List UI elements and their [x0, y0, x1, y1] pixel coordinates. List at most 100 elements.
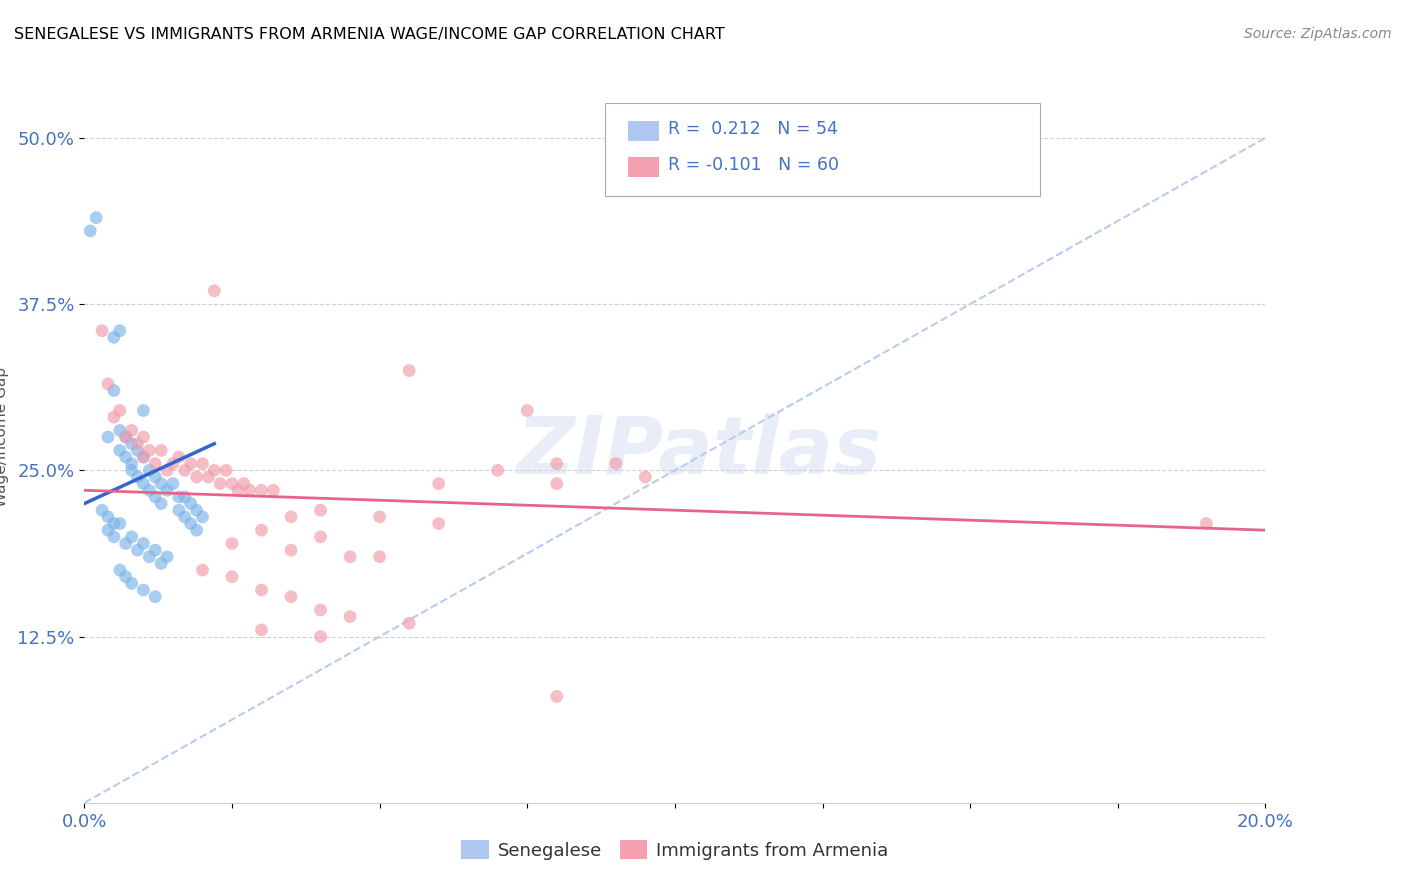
Point — [262, 483, 284, 498]
Point — [108, 516, 131, 531]
Point — [150, 557, 173, 571]
Point — [215, 463, 238, 477]
Point — [173, 463, 195, 477]
Point — [121, 530, 143, 544]
Point — [180, 457, 202, 471]
Legend: Senegalese, Immigrants from Armenia: Senegalese, Immigrants from Armenia — [454, 833, 896, 867]
Point — [132, 476, 155, 491]
Point — [97, 376, 120, 391]
Point — [167, 450, 190, 464]
Point — [127, 543, 149, 558]
Point — [150, 443, 173, 458]
Point — [221, 476, 243, 491]
Point — [280, 543, 302, 558]
Point — [173, 509, 195, 524]
Text: ZIPatlas: ZIPatlas — [516, 413, 882, 491]
Point — [280, 590, 302, 604]
Point — [209, 476, 232, 491]
Point — [143, 470, 166, 484]
Point — [127, 436, 149, 450]
Point — [132, 450, 155, 464]
Point — [132, 403, 155, 417]
Point — [398, 616, 420, 631]
Text: SENEGALESE VS IMMIGRANTS FROM ARMENIA WAGE/INCOME GAP CORRELATION CHART: SENEGALESE VS IMMIGRANTS FROM ARMENIA WA… — [14, 27, 725, 42]
Point — [138, 549, 160, 564]
Point — [132, 582, 155, 597]
Point — [167, 490, 190, 504]
Point — [108, 563, 131, 577]
Point — [232, 476, 254, 491]
Point — [486, 463, 509, 477]
Point — [103, 516, 125, 531]
Point — [250, 623, 273, 637]
Point — [197, 470, 219, 484]
Point — [191, 509, 214, 524]
Point — [108, 403, 131, 417]
Point — [114, 430, 136, 444]
Point — [186, 523, 208, 537]
Point — [103, 530, 125, 544]
Point — [138, 443, 160, 458]
Point — [156, 483, 179, 498]
Point — [108, 443, 131, 458]
Point — [143, 543, 166, 558]
Point — [250, 523, 273, 537]
Point — [186, 503, 208, 517]
Point — [173, 490, 195, 504]
Point — [121, 463, 143, 477]
Text: Source: ZipAtlas.com: Source: ZipAtlas.com — [1244, 27, 1392, 41]
Point — [79, 224, 101, 238]
Point — [309, 530, 332, 544]
Point — [132, 450, 155, 464]
Y-axis label: Wage/Income Gap: Wage/Income Gap — [0, 367, 8, 508]
Point — [143, 590, 166, 604]
Point — [1195, 516, 1218, 531]
Point — [103, 410, 125, 425]
Point — [605, 457, 627, 471]
Point — [339, 609, 361, 624]
Point — [239, 483, 262, 498]
Point — [156, 463, 179, 477]
Point — [191, 457, 214, 471]
Point — [121, 424, 143, 438]
Point — [221, 570, 243, 584]
Point — [339, 549, 361, 564]
Point — [309, 503, 332, 517]
Point — [162, 476, 184, 491]
Point — [138, 483, 160, 498]
Point — [427, 476, 450, 491]
Text: R = -0.101   N = 60: R = -0.101 N = 60 — [668, 156, 839, 174]
Point — [108, 324, 131, 338]
Point — [103, 330, 125, 344]
Point — [91, 503, 114, 517]
Point — [186, 470, 208, 484]
Point — [309, 630, 332, 644]
Point — [221, 536, 243, 550]
Point — [250, 582, 273, 597]
Point — [398, 363, 420, 377]
Point — [546, 476, 568, 491]
Point — [634, 470, 657, 484]
Point — [127, 470, 149, 484]
Point — [280, 509, 302, 524]
Point — [121, 436, 143, 450]
Point — [114, 430, 136, 444]
Point — [202, 463, 225, 477]
Point — [114, 450, 136, 464]
Point — [138, 463, 160, 477]
Point — [103, 384, 125, 398]
Point — [516, 403, 538, 417]
Point — [127, 443, 149, 458]
Point — [84, 211, 107, 225]
Point — [132, 536, 155, 550]
Point — [143, 457, 166, 471]
Point — [143, 490, 166, 504]
Point — [427, 516, 450, 531]
Point — [121, 457, 143, 471]
Point — [162, 457, 184, 471]
Point — [180, 516, 202, 531]
Point — [114, 570, 136, 584]
Point — [546, 690, 568, 704]
Point — [97, 430, 120, 444]
Point — [114, 536, 136, 550]
